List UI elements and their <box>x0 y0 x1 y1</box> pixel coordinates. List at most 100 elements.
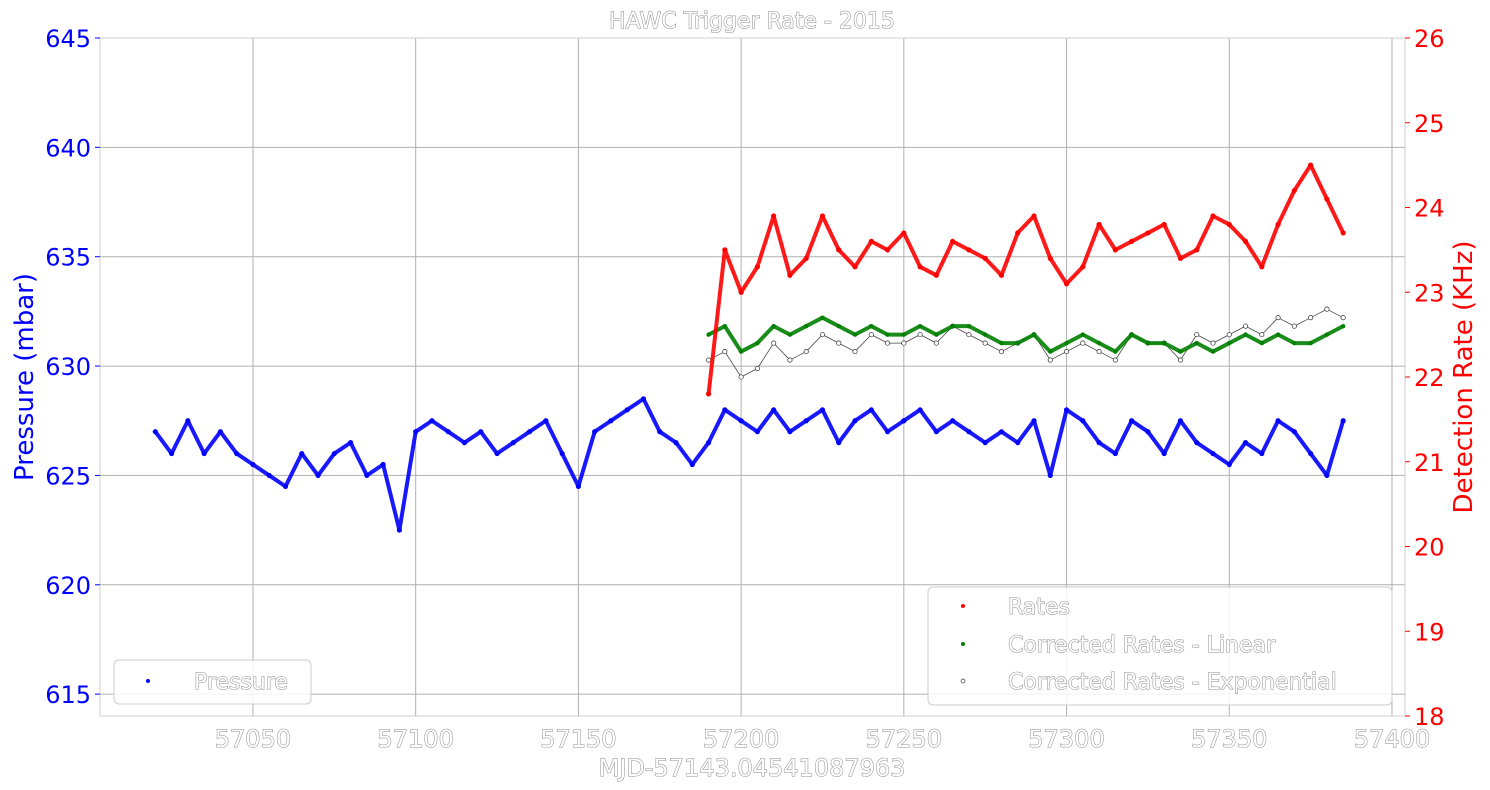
linear-point <box>771 323 776 329</box>
pressure-point <box>803 418 809 424</box>
linear-point <box>1308 340 1313 346</box>
pressure-point <box>331 450 337 457</box>
pressure-point <box>1112 450 1118 457</box>
pressure-point <box>559 450 565 457</box>
pressure-point <box>998 429 1005 435</box>
linear-point <box>869 323 874 329</box>
pressure-point <box>754 429 760 435</box>
pressure-point <box>413 429 419 435</box>
x-tick-label: 57200 <box>703 725 779 753</box>
exponential-point <box>787 357 793 363</box>
linear-point <box>1161 340 1167 346</box>
rates-point <box>1324 196 1330 202</box>
exponential-point <box>1242 323 1249 329</box>
x-tick-label: 57300 <box>1028 725 1104 753</box>
rates-point <box>738 289 744 295</box>
y-right-tick-label: 24 <box>1414 195 1445 223</box>
rates-point <box>819 213 826 219</box>
legend-rates-marker <box>961 604 965 608</box>
pressure-point <box>884 429 891 435</box>
pressure-point <box>819 407 826 413</box>
pressure-point <box>1161 450 1167 457</box>
linear-point <box>1243 332 1248 337</box>
rates-point <box>998 272 1005 278</box>
pressure-point <box>901 418 907 424</box>
linear-point <box>706 332 711 337</box>
linear-point <box>934 332 939 337</box>
rates-point <box>982 255 988 261</box>
pressure-point <box>1291 429 1297 435</box>
pressure-point <box>917 407 923 413</box>
exponential-point <box>852 349 858 355</box>
legend-linear-marker <box>961 642 965 646</box>
rates-point <box>1063 281 1070 287</box>
exponential-point <box>1324 306 1330 312</box>
linear-point <box>1324 332 1330 337</box>
x-tick-label: 57250 <box>866 725 942 753</box>
pressure-point <box>380 461 386 468</box>
exponential-point <box>1308 315 1314 321</box>
pressure-point <box>1226 461 1232 468</box>
exponential-trace <box>708 308 1344 378</box>
exponential-point <box>706 357 712 363</box>
rates-point <box>705 391 712 397</box>
linear-point <box>836 323 841 329</box>
pressure-point <box>217 429 224 435</box>
linear-point <box>738 349 744 354</box>
pressure-point <box>347 440 354 446</box>
exponential-point <box>1080 340 1086 346</box>
exponential-point <box>803 349 809 355</box>
plot-data <box>152 162 1346 533</box>
pressure-point <box>201 450 207 457</box>
pressure-point <box>299 450 305 457</box>
linear-point <box>1080 332 1086 337</box>
rates-point <box>754 264 760 270</box>
legend-pressure-marker <box>146 679 150 683</box>
y-left-tick-label: 640 <box>45 134 91 162</box>
rates-point <box>852 264 858 270</box>
rates-point <box>1308 162 1314 168</box>
pressure-point <box>689 461 695 468</box>
pressure-point <box>510 440 516 446</box>
rates-point <box>1194 247 1200 253</box>
x-tick-label: 57150 <box>540 725 616 753</box>
exponential-point <box>819 332 826 338</box>
exponential-point <box>885 340 891 346</box>
linear-point <box>1129 332 1134 337</box>
linear-point <box>1064 340 1069 346</box>
pressure-point <box>705 440 712 446</box>
linear-point <box>982 332 988 337</box>
rates-point <box>1112 247 1118 253</box>
rates-point <box>901 230 907 236</box>
pressure-point <box>1210 450 1216 457</box>
pressure-point <box>461 440 468 446</box>
y-right-tick-label: 26 <box>1414 25 1445 53</box>
exponential-point <box>1259 332 1265 338</box>
rates-point <box>1161 221 1167 228</box>
linear-point <box>1340 323 1346 329</box>
legend-rates: Rates Corrected Rates - Linear Corrected… <box>927 586 1393 706</box>
pressure-point <box>1324 472 1330 479</box>
pressure-point <box>1047 472 1053 479</box>
pressure-point <box>640 396 647 402</box>
pressure-point <box>429 418 435 424</box>
right-y-axis-label: Detection Rate (KHz) <box>1449 241 1479 514</box>
pressure-point <box>494 450 500 457</box>
rates-point <box>787 272 793 278</box>
left-y-axis-label: Pressure (mbar) <box>10 273 40 481</box>
linear-point <box>901 332 907 337</box>
legend-label-exponential: Corrected Rates - Exponential <box>1008 670 1337 695</box>
exponential-point <box>901 340 907 346</box>
linear-point <box>852 332 858 337</box>
linear-point <box>787 332 793 337</box>
linear-point <box>1113 349 1118 354</box>
legend-exponential-marker <box>960 678 966 684</box>
pressure-point <box>266 472 272 479</box>
rates-trace <box>706 163 1345 395</box>
rates-point <box>966 247 972 253</box>
x-axis-label: MJD-57143.04541087963 <box>599 754 906 782</box>
pressure-point <box>1063 407 1070 413</box>
pressure-point <box>771 407 777 413</box>
pressure-point <box>1177 418 1184 424</box>
